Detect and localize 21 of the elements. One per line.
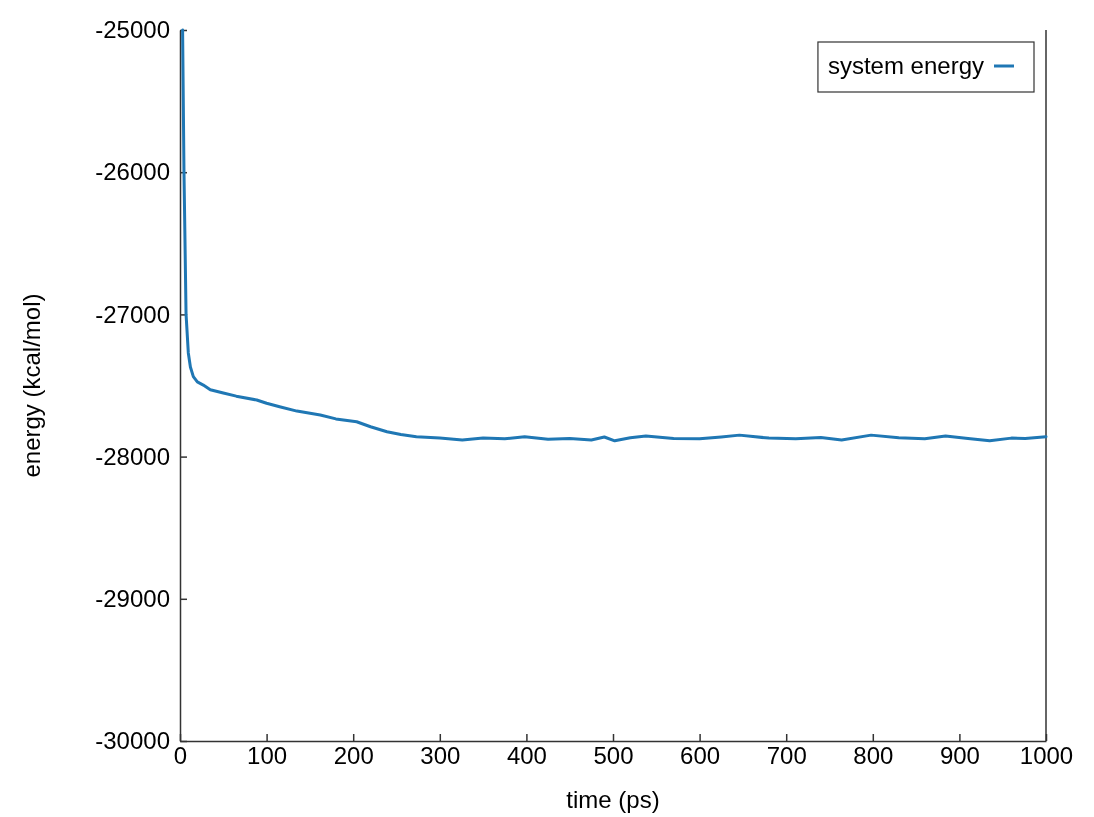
y-tick-label: -27000 xyxy=(95,300,170,328)
legend-label: system energy xyxy=(827,52,984,79)
x-tick-label: 900 xyxy=(939,742,980,770)
x-tick-label: 400 xyxy=(506,742,547,770)
y-tick-label: -28000 xyxy=(95,442,170,470)
line-series xyxy=(181,28,1048,443)
y-tick-label: -26000 xyxy=(95,158,170,186)
x-tick-label: 0 xyxy=(173,742,188,770)
x-axis-title: time (ps) xyxy=(566,786,660,813)
x-tick-label: 300 xyxy=(420,742,461,770)
y-tick-label: -25000 xyxy=(95,16,170,44)
x-tick-label: 100 xyxy=(247,742,288,770)
x-tick-label: 700 xyxy=(766,742,807,770)
y-axis-title: energy (kcal/mol) xyxy=(18,293,45,478)
x-tick-label: 800 xyxy=(853,742,894,770)
x-tick-label: 1000 xyxy=(1019,742,1074,770)
x-tick-label: 500 xyxy=(593,742,634,770)
x-tick-label: 200 xyxy=(333,742,374,770)
y-tick-label: -29000 xyxy=(95,584,170,612)
y-tick-label: -30000 xyxy=(95,727,170,755)
x-tick-label: 600 xyxy=(680,742,721,770)
